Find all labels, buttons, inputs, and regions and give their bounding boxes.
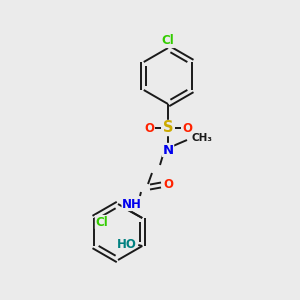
- Text: O: O: [163, 178, 173, 191]
- Text: HO: HO: [117, 238, 137, 250]
- Text: S: S: [163, 121, 173, 136]
- Text: Cl: Cl: [162, 34, 174, 47]
- Text: O: O: [144, 122, 154, 134]
- Text: NH: NH: [122, 197, 142, 211]
- Text: O: O: [182, 122, 192, 134]
- Text: N: N: [162, 143, 174, 157]
- Text: CH₃: CH₃: [192, 133, 213, 143]
- Text: Cl: Cl: [95, 215, 108, 229]
